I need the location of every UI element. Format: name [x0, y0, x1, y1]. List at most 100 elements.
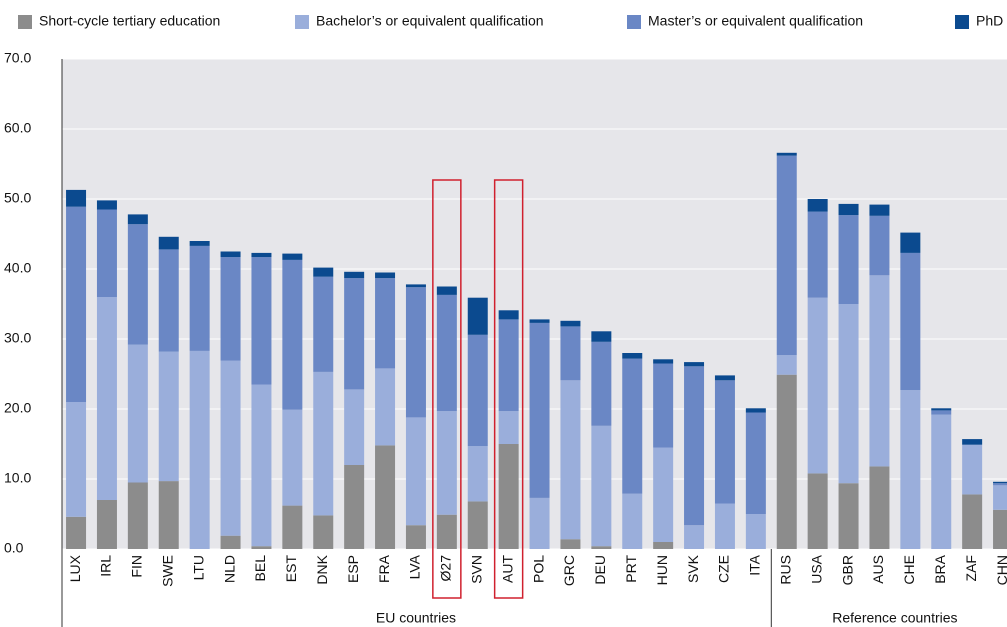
bar-segment — [622, 358, 643, 494]
x-tick-label: Ø27 — [438, 555, 454, 582]
bar-segment — [498, 310, 519, 320]
x-tick-label: SWE — [159, 555, 175, 587]
x-tick-label: DNK — [314, 554, 330, 584]
bar-segment — [931, 408, 952, 411]
bar-segment — [313, 515, 334, 549]
bar-segment — [66, 516, 87, 549]
bar-segment — [467, 446, 488, 502]
x-tick-label: IRL — [98, 555, 114, 577]
bar-segment — [282, 409, 303, 506]
bar-segment — [220, 257, 241, 361]
bar-segment — [158, 236, 179, 250]
bar-segment — [776, 155, 797, 356]
y-tick-label: 10.0 — [4, 470, 31, 486]
bar-segment — [684, 525, 705, 549]
bar-segment — [745, 412, 766, 514]
bar-segment — [838, 483, 859, 549]
bar-segment — [684, 366, 705, 526]
bar-segment — [405, 287, 426, 418]
bar-segment — [158, 351, 179, 482]
bar-segment — [344, 271, 365, 279]
bar-segment — [714, 503, 735, 549]
bar-segment — [467, 297, 488, 335]
x-tick-label: USA — [808, 554, 824, 583]
x-tick-label: ZAF — [963, 555, 979, 581]
bar-segment — [375, 445, 396, 549]
bar-segment — [127, 214, 148, 225]
bar-segment — [807, 211, 828, 298]
bar-segment — [560, 380, 581, 540]
x-tick-label: SVK — [685, 554, 701, 583]
bar-segment — [405, 525, 426, 549]
x-tick-label: FIN — [129, 555, 145, 578]
bar-segment — [96, 209, 117, 297]
legend-swatch — [955, 15, 969, 29]
bar-segment — [375, 278, 396, 369]
x-tick-label: HUN — [654, 555, 670, 585]
bar-segment — [189, 245, 210, 351]
y-tick-label: 0.0 — [4, 540, 24, 556]
bar-segment — [66, 402, 87, 517]
bar-segment — [436, 294, 457, 412]
bar-segment — [96, 200, 117, 210]
x-tick-label: AUS — [870, 555, 886, 584]
x-tick-label: ESP — [345, 555, 361, 583]
bar-segment — [498, 319, 519, 412]
legend-label: PhD — [976, 13, 1003, 29]
bar-segment — [745, 514, 766, 549]
bar-segment — [993, 483, 1007, 486]
bar-segment — [962, 494, 983, 549]
y-tick-label: 20.0 — [4, 400, 31, 416]
bar-segment — [405, 417, 426, 526]
bar-segment — [375, 368, 396, 446]
bar-segment — [436, 411, 457, 515]
x-tick-label: RUS — [777, 555, 793, 585]
bar-segment — [838, 304, 859, 484]
bar-segment — [745, 408, 766, 413]
bar-segment — [529, 497, 550, 549]
bar-segment — [127, 482, 148, 549]
bar-segment — [467, 334, 488, 447]
bar-segment — [653, 447, 674, 542]
bar-segment — [436, 514, 457, 549]
bar-segment — [807, 297, 828, 474]
group-label: EU countries — [376, 610, 456, 626]
bar-segment — [189, 350, 210, 549]
bar-segment — [251, 384, 272, 547]
x-tick-label: BRA — [932, 554, 948, 583]
legend-label: Master’s or equivalent qualification — [648, 13, 863, 29]
bar-segment — [66, 206, 87, 402]
bar-segment — [993, 485, 1007, 510]
bar-segment — [838, 203, 859, 216]
x-tick-label: CHN — [994, 555, 1007, 585]
bar-segment — [869, 275, 890, 467]
bar-segment — [560, 326, 581, 381]
bar-segment — [653, 359, 674, 364]
x-tick-label: CHE — [901, 555, 917, 585]
bar-segment — [313, 276, 334, 372]
bar-segment — [344, 389, 365, 465]
bar-segment — [931, 410, 952, 415]
bar-segment — [313, 267, 334, 277]
bar-segment — [776, 355, 797, 375]
x-tick-label: DEU — [592, 555, 608, 585]
y-tick-label: 70.0 — [4, 50, 31, 66]
bar-segment — [869, 466, 890, 549]
highlight-box — [432, 179, 462, 599]
x-tick-label: BEL — [252, 555, 268, 582]
bar-segment — [529, 322, 550, 498]
bar-segment — [251, 546, 272, 549]
bar-segment — [776, 152, 797, 156]
y-tick-label: 60.0 — [4, 120, 31, 136]
bar-segment — [127, 224, 148, 345]
bar-segment — [498, 444, 519, 549]
x-tick-label: GBR — [839, 555, 855, 585]
bar-segment — [869, 204, 890, 216]
bar-segment — [344, 465, 365, 549]
x-tick-label: EST — [283, 555, 299, 583]
x-tick-label: NLD — [221, 555, 237, 583]
bar-segment — [220, 251, 241, 258]
bar-segment — [560, 320, 581, 327]
